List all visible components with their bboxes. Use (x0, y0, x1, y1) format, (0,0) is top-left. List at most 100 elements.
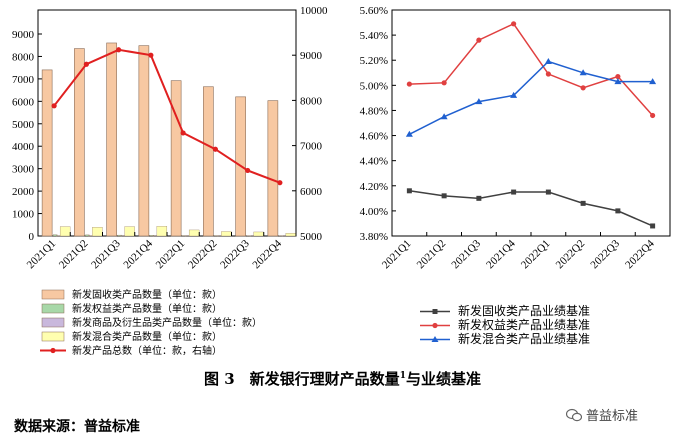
left-x-tick-label: 2022Q1 (154, 238, 188, 272)
legend-label: 新发产品总数（单位：款，右轴） (72, 344, 222, 357)
circle-marker (650, 112, 656, 119)
right-chart-x-tick-label: 2021Q4 (484, 237, 518, 271)
square-marker (545, 189, 551, 195)
square-marker (406, 188, 412, 194)
total-point (51, 103, 57, 109)
circle-marker (441, 80, 447, 86)
benchmark-line-2 (409, 22, 654, 116)
right-chart-y-tick-label: 4.40% (360, 156, 388, 168)
right-chart-y-tick-label: 5.00% (360, 80, 388, 92)
left-y-tick-label: 7000 (12, 74, 35, 86)
right-chart-y-tick-label: 4.00% (360, 206, 388, 218)
bar-4 (124, 226, 135, 237)
circle-marker (580, 85, 586, 91)
bar-4 (285, 233, 297, 237)
bar-4 (59, 226, 71, 237)
left-x-tick-label: 2022Q2 (186, 238, 220, 272)
bar-4 (92, 227, 103, 237)
bar-4 (156, 226, 168, 237)
triangle-marker (405, 130, 413, 137)
legend-label: 新发混合类产品数量（单位：款） (72, 330, 222, 343)
total-line (53, 48, 281, 184)
triangle-marker (614, 78, 622, 85)
square-marker (476, 195, 482, 201)
left-y-tick-label: 8000 (12, 51, 35, 63)
triangle-marker (440, 113, 448, 120)
legend-label: 新发商品及衍生品类产品数量（单位：款） (72, 316, 262, 329)
left-y-tick-label: 5000 (12, 119, 35, 131)
legend-swatch (41, 303, 65, 314)
right-plot-frame (391, 9, 671, 237)
total-point (83, 61, 89, 67)
square-marker (580, 200, 586, 206)
legend-marker (432, 309, 438, 314)
right-chart-y-tick-label: 5.60% (360, 5, 388, 17)
circle-marker (511, 21, 517, 27)
triangle-marker (510, 91, 518, 98)
left-x-tick-label: 2022Q3 (218, 237, 252, 271)
bar-2 (149, 235, 155, 237)
legend-label: 新发固收类产品数量（单位：款） (72, 288, 222, 301)
bar-1 (41, 69, 53, 237)
total-point (116, 47, 122, 53)
total-point (180, 130, 186, 136)
legend-label: 新发混合类产品业绩基准 (458, 331, 590, 346)
right-chart-x-tick-label: 2021Q2 (415, 238, 449, 272)
left-legend: 新发固收类产品数量（单位：款）新发权益类产品数量（单位：款）新发商品及衍生品类产… (40, 288, 262, 357)
right-chart-x-tick-label: 2022Q2 (554, 238, 588, 272)
bar-1 (203, 86, 214, 237)
wechat-icon (566, 408, 582, 421)
benchmark-line-3 (409, 60, 653, 135)
right-chart-y-tick-label: 5.40% (360, 30, 388, 42)
figure-canvas: 0 1000 2000 3000 4000 5000 6000 7000 8000 9000 500… (12, 5, 671, 357)
caption-superscript: 1 (399, 371, 406, 381)
circle-marker (476, 37, 482, 43)
bar-2 (85, 234, 90, 237)
watermark: 普益标准 (566, 405, 638, 424)
legend-marker (431, 336, 439, 342)
right-chart-y-tick-label: 4.80% (360, 105, 388, 117)
right-y-tick-label: 6000 (300, 186, 323, 198)
left-chart: 0 1000 2000 3000 4000 5000 6000 7000 8000 9000 500… (12, 5, 328, 271)
legend-marker (432, 322, 438, 329)
bar-2 (52, 234, 58, 237)
total-point (212, 146, 218, 152)
bar-1 (74, 48, 85, 237)
left-y-tick-label: 2000 (12, 186, 35, 198)
left-y-tick-label: 0 (29, 231, 35, 243)
bar-1 (267, 100, 279, 237)
caption-suffix: 与业绩基准 (405, 370, 481, 388)
bar-1 (106, 42, 117, 237)
bar-1 (138, 45, 150, 237)
right-chart-y-tick-label: 5.20% (360, 55, 388, 67)
bar-4 (188, 229, 200, 237)
bar-4 (221, 231, 232, 237)
square-marker (441, 193, 447, 199)
left-y-tick-label: 3000 (12, 164, 35, 176)
legend-marker (50, 347, 56, 354)
legend-label: 新发权益类产品业绩基准 (458, 317, 590, 332)
legend-swatch (41, 289, 65, 300)
right-chart-y-tick-label: 4.60% (360, 131, 388, 143)
left-x-tick-label: 2021Q3 (89, 237, 123, 271)
left-y-tick-label: 9000 (12, 29, 35, 41)
left-y-tick-label: 6000 (12, 96, 35, 108)
legend-swatch (41, 331, 65, 342)
square-marker (650, 223, 656, 229)
total-point (277, 180, 283, 186)
circle-marker (406, 81, 412, 87)
right-y-tick-label: 5000 (300, 231, 323, 243)
bar-1 (170, 80, 182, 237)
triangle-marker (544, 57, 552, 64)
total-point (148, 52, 154, 58)
right-chart-x-tick-label: 2022Q1 (519, 238, 553, 272)
legend-label: 新发权益类产品数量（单位：款） (72, 302, 222, 315)
right-chart: 3.80% 4.00% 4.20% 4.40% 4.60% 4.80% 5.00% 5.20%… (360, 5, 671, 272)
right-chart-x-tick-label: 2022Q3 (588, 237, 622, 271)
right-y-tick-label: 8000 (300, 95, 323, 107)
legend-label: 新发固收类产品业绩基准 (458, 303, 590, 318)
left-x-tick-label: 2021Q2 (57, 238, 91, 272)
right-y-tick-label: 9000 (300, 50, 323, 62)
data-source: 数据来源：普益标准 (14, 419, 140, 435)
